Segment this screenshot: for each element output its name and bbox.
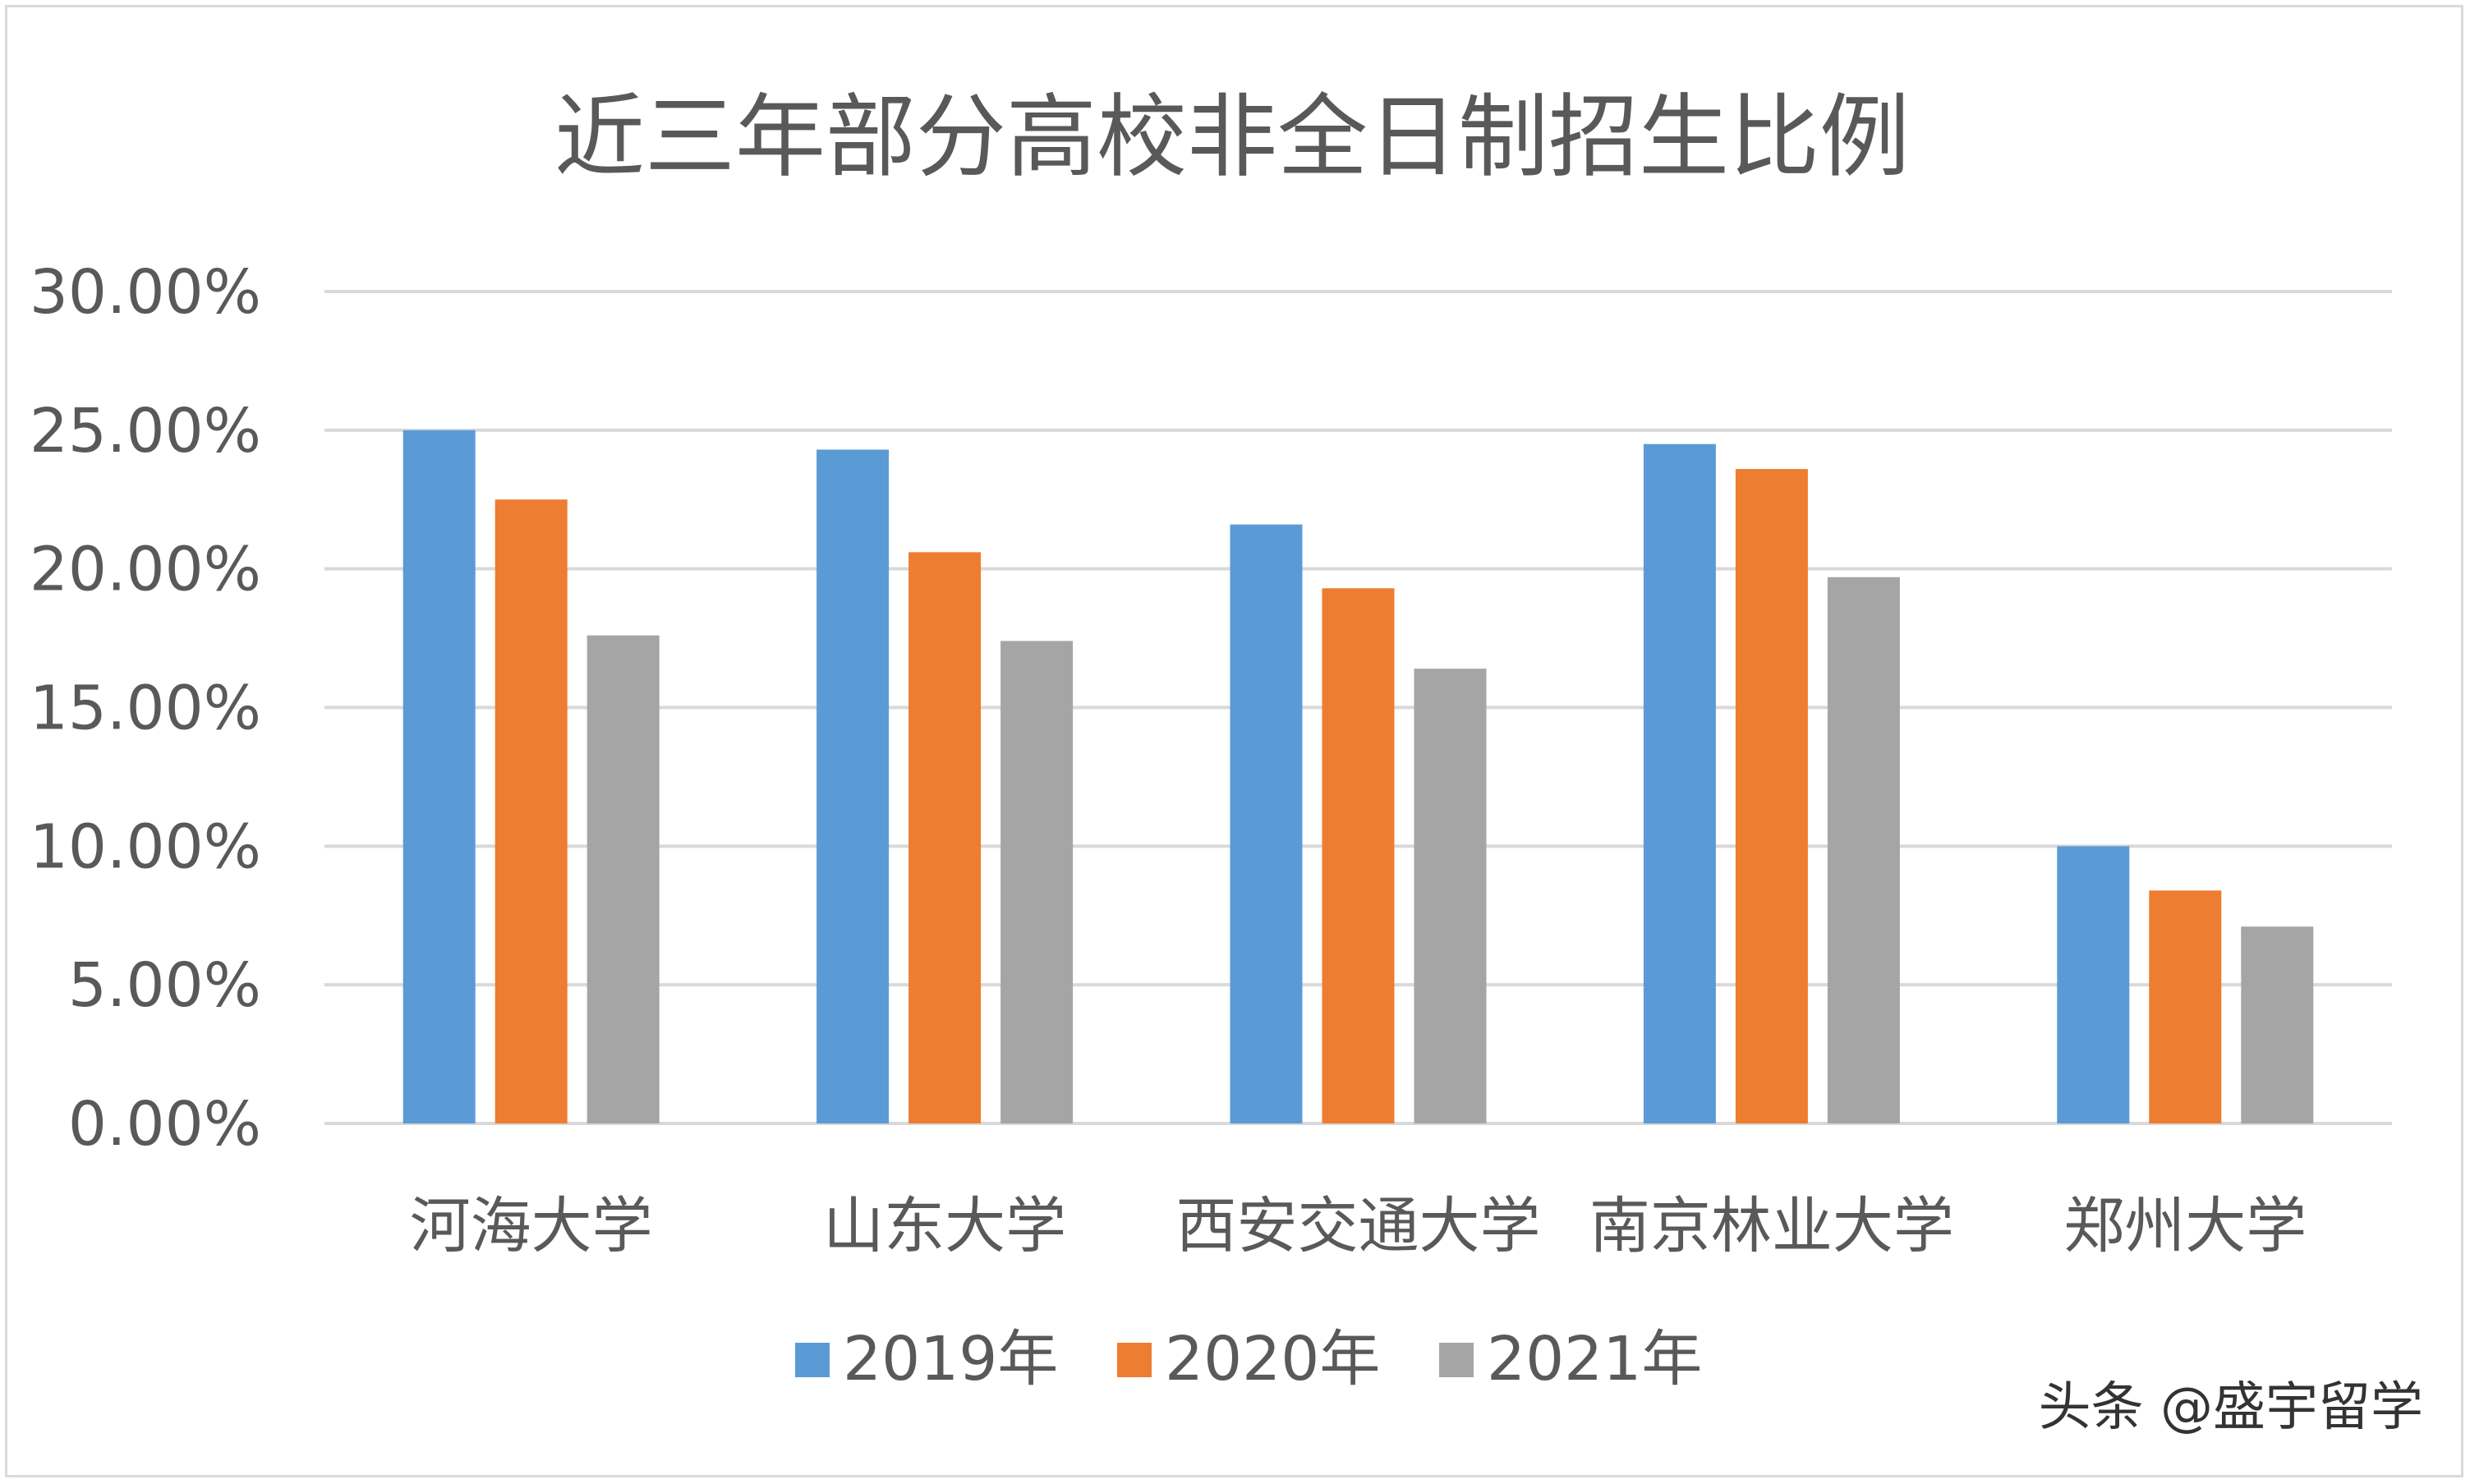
- bar-2-series-2: [908, 552, 982, 1123]
- legend-swatch-2: [1117, 1343, 1152, 1377]
- y-tick-label-4: 20.00%: [30, 535, 261, 605]
- x-axis-category-labels: 河海大学 山东大学 西安交通大学 南京林业大学 郑州大学: [410, 1191, 2307, 1261]
- bar-2-series-1: [816, 449, 890, 1123]
- y-tick-label-6: 30.00%: [30, 257, 261, 328]
- bar-3-series-2: [1322, 588, 1395, 1123]
- y-tick-label-2: 10.00%: [30, 811, 261, 882]
- bar-2-series-3: [1000, 641, 1074, 1123]
- bar-4-series-2: [1735, 469, 1808, 1123]
- bars: [402, 430, 2314, 1123]
- bar-1-series-3: [586, 635, 660, 1123]
- chart-title: 近三年部分高校非全日制招生比例: [554, 85, 1910, 190]
- x-category-label-1: 河海大学: [410, 1191, 653, 1261]
- x-category-label-4: 南京林业大学: [1589, 1191, 1954, 1261]
- y-axis-tick-labels: 0.00% 5.00% 10.00% 15.00% 20.00% 25.00% 30.00%: [30, 257, 261, 1160]
- legend-swatch-3: [1439, 1343, 1474, 1377]
- legend-swatch-1: [795, 1343, 830, 1377]
- y-tick-label-3: 15.00%: [30, 673, 261, 744]
- bar-5-series-3: [2241, 926, 2314, 1123]
- legend: 2019年 2020年 2021年: [795, 1324, 1702, 1394]
- x-category-label-3: 西安交通大学: [1176, 1191, 1541, 1261]
- bar-5-series-2: [2149, 890, 2222, 1123]
- bar-4-series-3: [1827, 577, 1900, 1123]
- bar-1-series-2: [494, 499, 568, 1123]
- x-category-label-5: 郑州大学: [2063, 1191, 2307, 1261]
- bar-5-series-1: [2057, 846, 2130, 1123]
- bar-4-series-1: [1643, 443, 1716, 1123]
- legend-label-2: 2020年: [1165, 1324, 1380, 1394]
- y-tick-label-5: 25.00%: [30, 396, 261, 466]
- bar-3-series-1: [1230, 524, 1303, 1123]
- legend-label-3: 2021年: [1487, 1324, 1702, 1394]
- x-category-label-2: 山东大学: [823, 1191, 1066, 1261]
- gridlines: [324, 290, 2392, 1125]
- y-tick-label-0: 0.00%: [68, 1089, 261, 1160]
- watermark-text: 头条 @盛宇留学: [2039, 1377, 2423, 1438]
- bar-3-series-3: [1414, 668, 1487, 1123]
- legend-label-1: 2019年: [843, 1324, 1058, 1394]
- bar-1-series-1: [402, 430, 476, 1123]
- y-tick-label-1: 5.00%: [68, 950, 261, 1021]
